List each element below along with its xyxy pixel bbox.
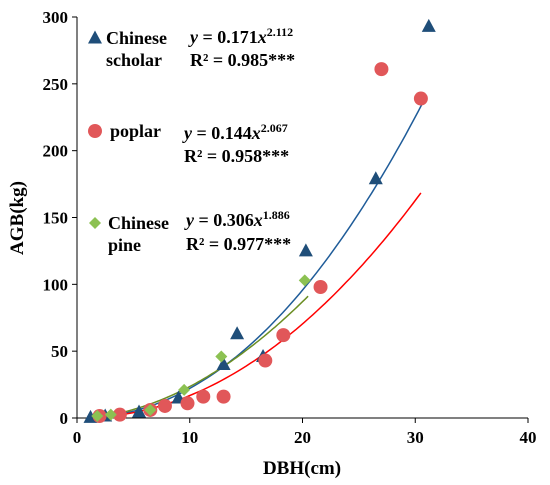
y-axis-label: AGB(kg) xyxy=(7,181,28,255)
x-tick-label: 0 xyxy=(73,428,82,447)
point-diamond xyxy=(144,403,157,416)
x-axis-label: DBH(cm) xyxy=(263,458,341,479)
r-squared: R² = 0.985*** xyxy=(190,50,295,70)
point-triangle xyxy=(298,243,313,257)
point-diamond xyxy=(178,383,191,396)
point-circle xyxy=(196,389,211,404)
legend-marker-circle xyxy=(88,124,102,138)
legend-label: Chinese xyxy=(106,28,167,48)
x-tick-label: 20 xyxy=(294,428,311,447)
x-tick-label: 40 xyxy=(520,428,537,447)
y-tick-label: 100 xyxy=(43,275,69,294)
r-squared: R² = 0.977*** xyxy=(186,234,291,254)
legend-label: pine xyxy=(108,235,141,255)
fit-equation: y = 0.306x1.886 xyxy=(184,208,290,230)
fit-curves xyxy=(88,94,428,419)
legend-label: Chinese xyxy=(108,213,169,233)
point-circle xyxy=(374,62,389,77)
y-tick-label: 300 xyxy=(43,8,69,27)
point-diamond xyxy=(104,408,117,421)
y-tick-label: 50 xyxy=(51,342,68,361)
x-tick-label: 30 xyxy=(407,428,424,447)
point-triangle xyxy=(132,404,147,418)
fit-curve-triangle xyxy=(88,94,428,419)
legend-label: scholar xyxy=(106,50,162,70)
point-circle xyxy=(313,280,328,295)
point-triangle xyxy=(368,171,383,185)
point-diamond xyxy=(91,409,104,422)
legend-marker-diamond xyxy=(89,217,101,229)
legend-marker-triangle xyxy=(88,30,102,44)
y-tick-label: 250 xyxy=(43,75,69,94)
y-tick-label: 150 xyxy=(43,209,69,228)
point-triangle xyxy=(216,357,231,371)
point-triangle xyxy=(230,326,245,340)
point-circle xyxy=(157,398,172,413)
point-diamond xyxy=(298,274,311,287)
data-points xyxy=(83,18,436,423)
point-circle xyxy=(276,328,291,343)
x-tick-label: 10 xyxy=(181,428,198,447)
point-circle xyxy=(216,389,231,404)
point-circle xyxy=(180,396,195,411)
y-tick-label: 200 xyxy=(43,142,69,161)
axes: 0 50 100 150 200 250 300 0 10 20 30 40 xyxy=(43,8,537,447)
point-circle xyxy=(258,353,273,368)
r-squared: R² = 0.958*** xyxy=(184,146,289,166)
fit-equation: y = 0.171x2.112 xyxy=(188,25,293,47)
point-circle xyxy=(413,91,428,106)
point-triangle xyxy=(421,18,436,32)
fit-equation: y = 0.144x2.067 xyxy=(182,121,288,143)
point-circle xyxy=(112,407,127,422)
y-tick-label: 0 xyxy=(60,409,69,428)
point-diamond xyxy=(215,350,228,363)
legend-label: poplar xyxy=(110,121,161,141)
